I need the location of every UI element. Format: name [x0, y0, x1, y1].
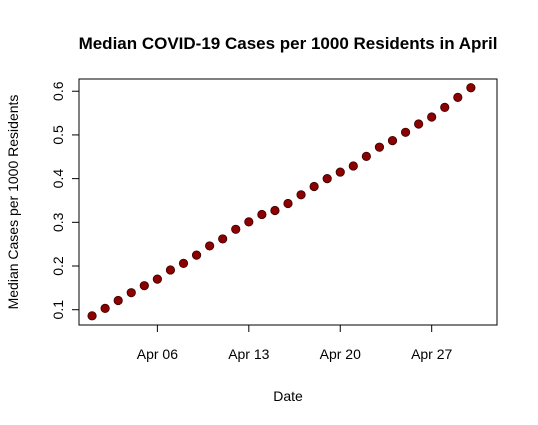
x-tick-label: Apr 06: [137, 346, 178, 362]
data-point: [322, 174, 332, 184]
x-tick-label: Apr 13: [228, 346, 269, 362]
data-point: [231, 224, 241, 234]
data-point: [205, 241, 215, 251]
data-point: [139, 281, 149, 291]
data-point: [335, 167, 345, 177]
y-tick-label: 0.3: [50, 212, 66, 232]
data-point: [113, 295, 123, 306]
data-point: [466, 83, 476, 93]
data-point: [387, 136, 398, 146]
data-points: [87, 83, 476, 321]
data-point: [165, 265, 176, 275]
data-point: [87, 311, 97, 321]
data-point: [152, 274, 162, 284]
data-point: [257, 209, 267, 220]
y-tick-label: 0.6: [50, 81, 66, 101]
data-point: [178, 258, 189, 268]
data-point: [440, 102, 450, 113]
chart-title: Median COVID-19 Cases per 1000 Residents…: [79, 34, 498, 53]
y-axis: 0.1 0.2 0.3 0.4 0.5 0.6: [50, 81, 80, 320]
data-point: [414, 119, 424, 129]
data-point: [361, 151, 371, 161]
x-tick-label: Apr 27: [411, 346, 452, 362]
y-axis-label: Median Cases per 1000 Residents: [5, 95, 21, 310]
data-point: [309, 181, 319, 192]
data-point: [218, 234, 228, 244]
data-point: [348, 161, 358, 171]
data-point: [400, 127, 411, 137]
y-tick-label: 0.4: [50, 169, 66, 189]
y-tick-label: 0.2: [50, 256, 66, 276]
data-point: [283, 198, 293, 209]
x-tick-label: Apr 20: [320, 346, 361, 362]
y-tick-label: 0.1: [50, 300, 66, 320]
x-axis: Apr 06 Apr 13 Apr 20 Apr 27: [137, 324, 453, 362]
y-tick-label: 0.5: [50, 125, 66, 145]
data-point: [100, 303, 110, 313]
data-point: [453, 92, 463, 102]
data-point: [191, 250, 202, 260]
data-point: [270, 205, 280, 216]
data-point: [374, 142, 385, 152]
data-point: [244, 217, 254, 227]
x-axis-label: Date: [273, 388, 303, 404]
data-point: [126, 288, 136, 298]
data-point: [296, 190, 306, 200]
data-point: [427, 112, 437, 122]
